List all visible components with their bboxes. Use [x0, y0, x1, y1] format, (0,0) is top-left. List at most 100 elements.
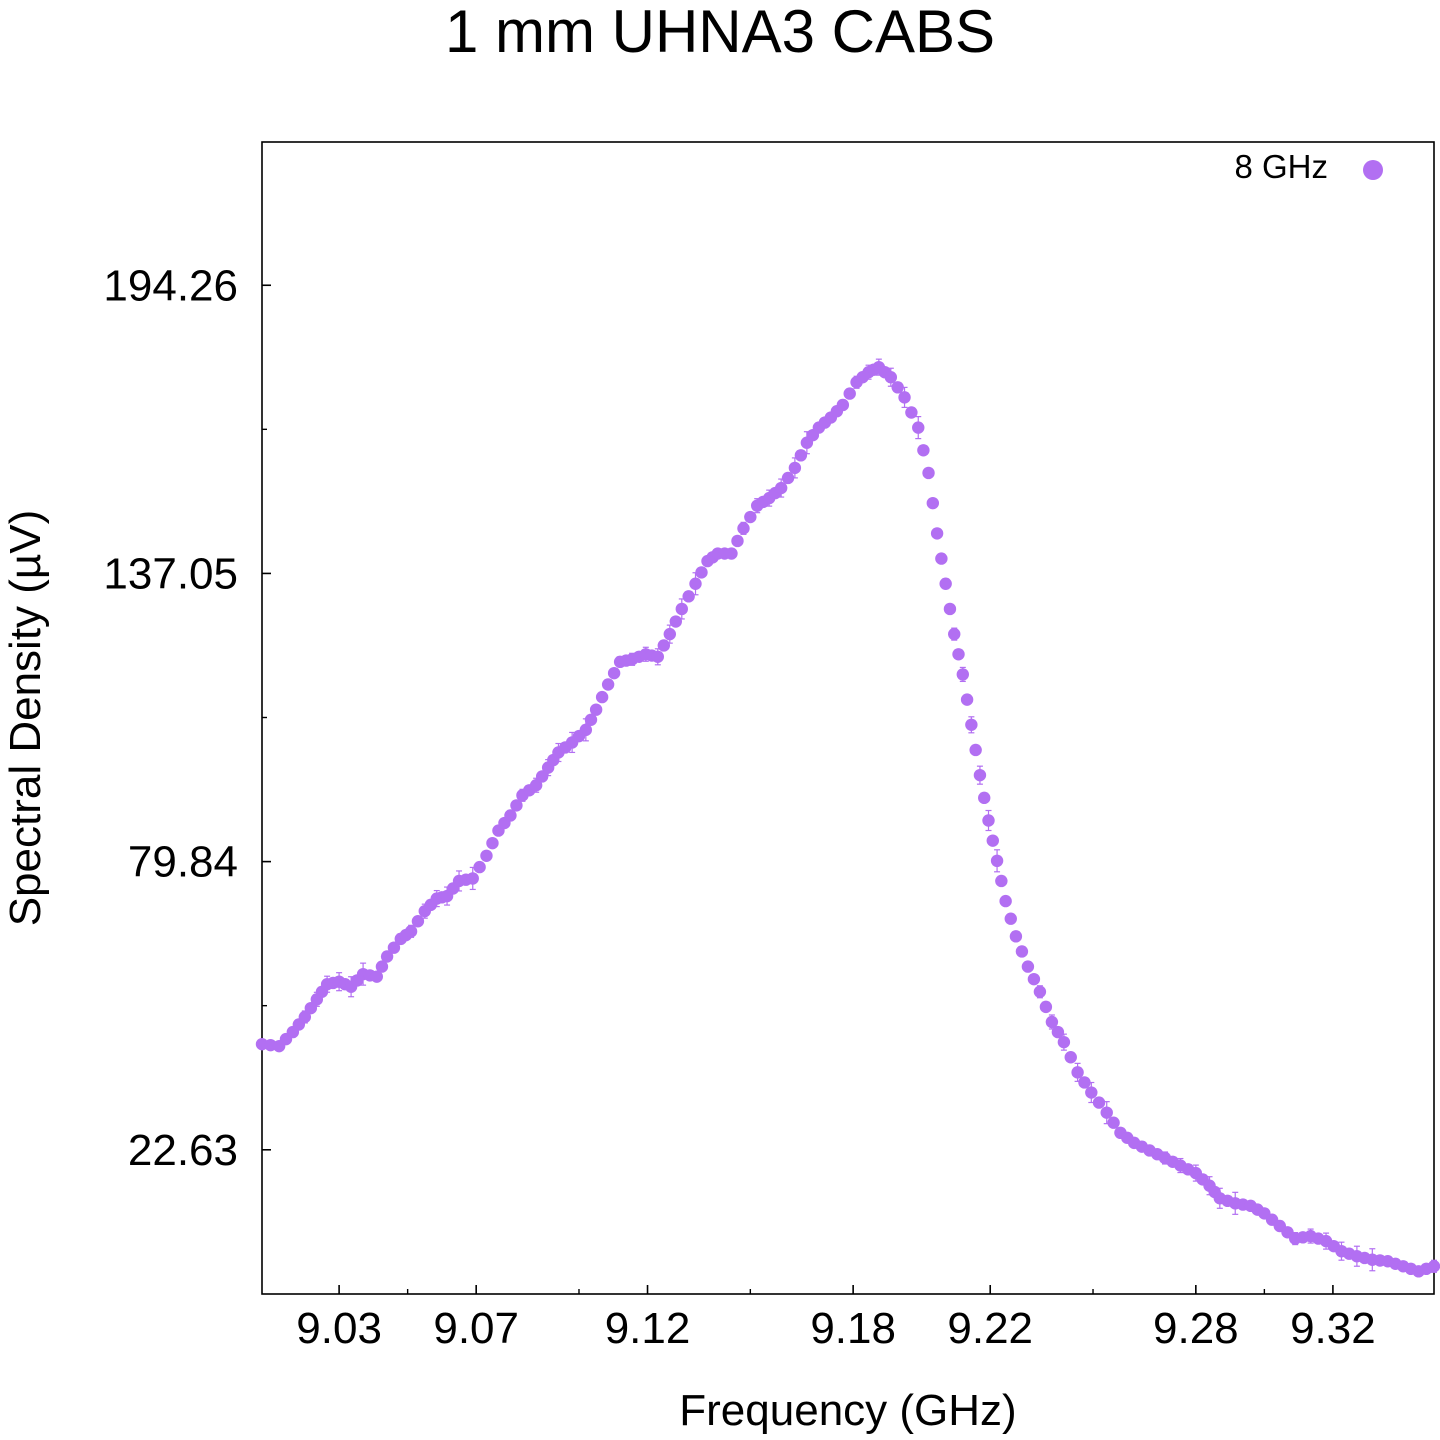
data-point — [1051, 1025, 1065, 1039]
data-point — [1092, 1096, 1106, 1109]
data-point — [1100, 1106, 1113, 1119]
data-point — [689, 577, 702, 590]
data-point — [948, 627, 961, 641]
data-point — [926, 496, 940, 510]
data-point — [682, 590, 695, 603]
data-point — [978, 791, 991, 805]
y-tick-label: 79.84 — [128, 838, 238, 887]
data-point — [657, 639, 671, 652]
data-point — [663, 627, 677, 641]
data-points — [255, 360, 1440, 1278]
data-point — [529, 779, 543, 792]
data-point — [411, 915, 425, 928]
data-point — [956, 668, 970, 681]
data-point — [884, 371, 898, 384]
data-point — [737, 522, 750, 535]
data-point — [898, 391, 911, 404]
data-point — [535, 770, 549, 783]
x-axis-label: Frequency (GHz) — [679, 1386, 1016, 1435]
data-point — [952, 648, 965, 661]
data-point — [380, 950, 394, 963]
x-tick-labels: 9.03 9.07 9.12 9.18 9.22 9.28 9.32 — [296, 1304, 1375, 1353]
data-point — [973, 768, 987, 782]
data-point — [982, 814, 995, 827]
data-point — [1057, 1035, 1071, 1049]
data-point — [836, 398, 850, 412]
x-tick-label: 9.18 — [810, 1304, 896, 1353]
y-axis-label: Spectral Density (µV) — [1, 510, 50, 927]
data-point — [1427, 1260, 1440, 1273]
data-point — [922, 466, 935, 480]
legend-label: 8 GHz — [1234, 148, 1328, 185]
data-point — [1015, 945, 1029, 958]
data-point — [1027, 972, 1041, 986]
x-tick-label: 9.22 — [947, 1304, 1033, 1353]
data-point — [404, 925, 418, 938]
data-point — [965, 718, 978, 732]
data-point — [387, 941, 401, 954]
chart-title: 1 mm UHNA3 CABS — [445, 0, 995, 65]
data-point — [990, 854, 1004, 868]
data-point — [891, 381, 904, 394]
data-point — [304, 1001, 318, 1015]
data-point — [905, 406, 918, 419]
data-point — [584, 713, 598, 726]
error-bars — [259, 358, 1437, 1277]
y-tick-label: 137.05 — [103, 549, 238, 598]
data-point — [917, 444, 930, 457]
data-point — [504, 809, 517, 822]
data-point — [695, 566, 708, 579]
data-point — [669, 615, 682, 628]
y-tick-label: 194.26 — [103, 261, 238, 310]
data-point — [579, 723, 593, 737]
data-point — [589, 703, 603, 716]
legend: 8 GHz — [1234, 148, 1383, 185]
data-point — [995, 874, 1008, 888]
data-point — [675, 602, 688, 616]
x-tick-label: 9.07 — [433, 1304, 519, 1353]
data-point — [651, 650, 665, 663]
data-point — [298, 1010, 312, 1024]
data-point — [510, 799, 523, 812]
data-point — [595, 690, 609, 704]
x-tick-label: 9.32 — [1290, 1304, 1376, 1353]
data-point — [370, 970, 384, 983]
data-point — [1064, 1051, 1077, 1064]
data-point — [1078, 1076, 1091, 1089]
data-point — [1045, 1015, 1059, 1029]
data-point — [601, 678, 615, 691]
data-point — [999, 894, 1012, 908]
data-point — [466, 872, 479, 885]
data-point — [731, 534, 744, 548]
data-point — [607, 666, 621, 680]
plot-frame — [261, 141, 1435, 1295]
data-point — [473, 860, 486, 874]
data-point — [788, 461, 802, 475]
data-point — [986, 834, 999, 847]
data-point — [1039, 1000, 1053, 1014]
data-point — [725, 547, 738, 560]
data-point — [781, 471, 795, 485]
data-point — [486, 836, 499, 850]
data-point — [943, 602, 957, 616]
data-point — [935, 552, 948, 565]
data-point — [1009, 930, 1023, 943]
data-point — [375, 960, 389, 973]
x-tick-label: 9.03 — [296, 1304, 382, 1353]
data-point — [1071, 1066, 1084, 1079]
y-tick-labels: 22.63 79.84 137.05 194.26 — [103, 261, 238, 1175]
data-point — [1107, 1116, 1120, 1129]
data-point — [930, 527, 944, 540]
data-point — [843, 387, 856, 400]
data-point — [1004, 912, 1017, 925]
data-point — [1033, 985, 1047, 998]
data-point — [912, 421, 925, 434]
data-point — [794, 449, 808, 462]
data-point — [1085, 1086, 1098, 1099]
data-point — [1021, 960, 1035, 973]
data-point — [939, 577, 952, 590]
x-tick-label: 9.12 — [605, 1304, 691, 1353]
data-point — [960, 693, 974, 706]
legend-marker — [1363, 160, 1383, 180]
